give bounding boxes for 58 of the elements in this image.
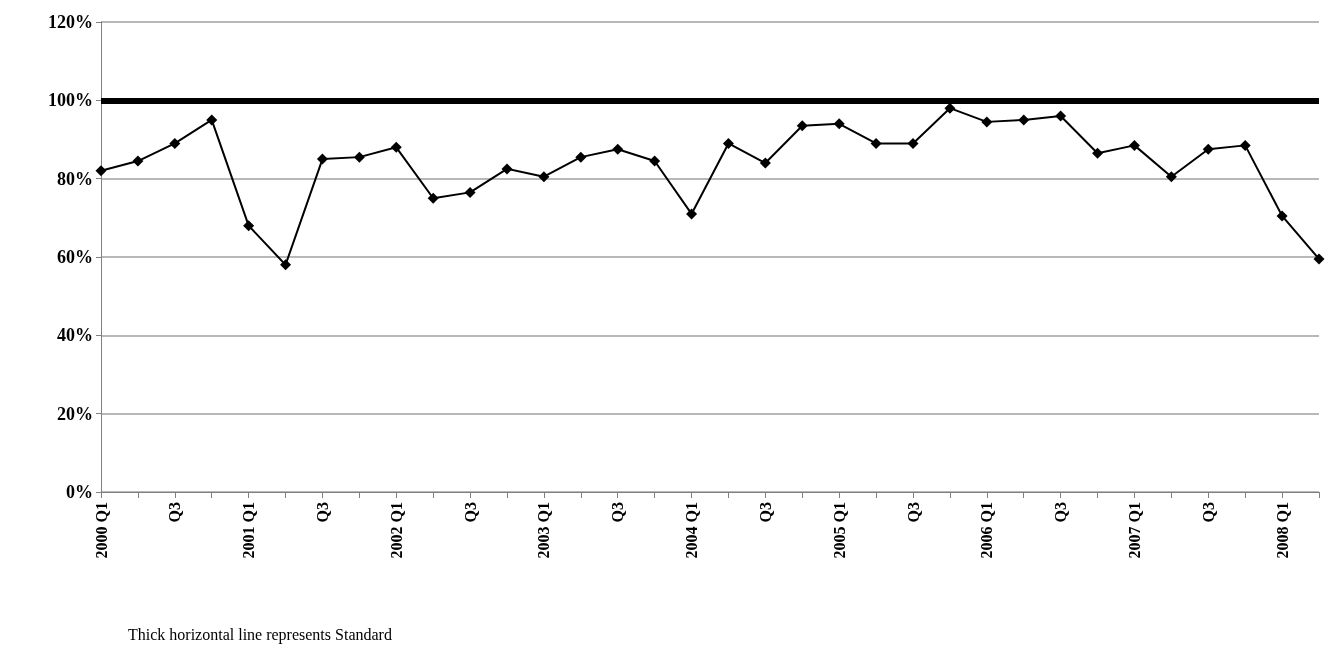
point bbox=[575, 151, 587, 163]
point bbox=[243, 220, 255, 232]
point bbox=[1276, 210, 1288, 222]
point bbox=[649, 155, 661, 167]
x-tick-label: 2003 Q1 bbox=[535, 502, 553, 559]
x-tick-label: 2006 Q1 bbox=[978, 502, 996, 559]
x-tick-label: Q3 bbox=[313, 502, 331, 523]
y-tick-label: 80% bbox=[57, 168, 93, 189]
point bbox=[132, 155, 144, 167]
y-tick-label: 100% bbox=[48, 90, 93, 111]
x-tick-label: Q3 bbox=[756, 502, 774, 523]
point bbox=[1018, 114, 1030, 126]
point bbox=[796, 120, 808, 132]
point bbox=[316, 153, 328, 165]
point bbox=[759, 157, 771, 169]
point bbox=[95, 165, 107, 177]
y-tick-label: 20% bbox=[57, 403, 93, 424]
point bbox=[538, 171, 550, 183]
text: Thick horizontal line represents Standard bbox=[128, 625, 392, 644]
x-tick-label: 2005 Q1 bbox=[830, 502, 848, 559]
point bbox=[686, 208, 698, 220]
point bbox=[1128, 139, 1140, 151]
x-tick-label: 2002 Q1 bbox=[387, 502, 405, 559]
y-tick-label: 60% bbox=[57, 247, 93, 267]
point bbox=[1239, 139, 1251, 151]
x-tick-label: 2008 Q1 bbox=[1273, 502, 1291, 559]
point bbox=[612, 143, 624, 155]
point bbox=[833, 118, 845, 130]
x-tick-label: 2004 Q1 bbox=[683, 502, 701, 559]
point bbox=[169, 137, 181, 149]
x-tick-label: Q3 bbox=[1052, 502, 1070, 523]
point bbox=[1165, 171, 1177, 183]
point bbox=[390, 141, 402, 153]
point bbox=[907, 137, 919, 149]
point bbox=[722, 137, 734, 149]
y-tick-label: 40% bbox=[57, 325, 93, 346]
point bbox=[353, 151, 365, 163]
point bbox=[1092, 147, 1104, 159]
point bbox=[1313, 253, 1325, 265]
x-tick-label: Q3 bbox=[166, 502, 184, 523]
x-tick-label: Q3 bbox=[1199, 502, 1217, 523]
x-tick-label: Q3 bbox=[609, 502, 627, 523]
point bbox=[206, 114, 218, 126]
point bbox=[1202, 143, 1214, 155]
y-tick-label: 0% bbox=[66, 482, 93, 502]
point bbox=[981, 116, 993, 128]
point bbox=[280, 259, 292, 271]
x-tick-label: 2001 Q1 bbox=[240, 502, 258, 559]
point bbox=[427, 192, 439, 204]
point bbox=[1055, 110, 1067, 122]
x-tick-label: 2000 Q1 bbox=[92, 502, 110, 559]
point bbox=[501, 163, 513, 175]
y-tick-label: 120% bbox=[48, 12, 93, 32]
x-tick-label: 2007 Q1 bbox=[1125, 502, 1143, 559]
x-tick-label: Q3 bbox=[904, 502, 922, 523]
point bbox=[464, 186, 476, 198]
point bbox=[870, 137, 882, 149]
x-tick-label: Q3 bbox=[461, 502, 479, 523]
